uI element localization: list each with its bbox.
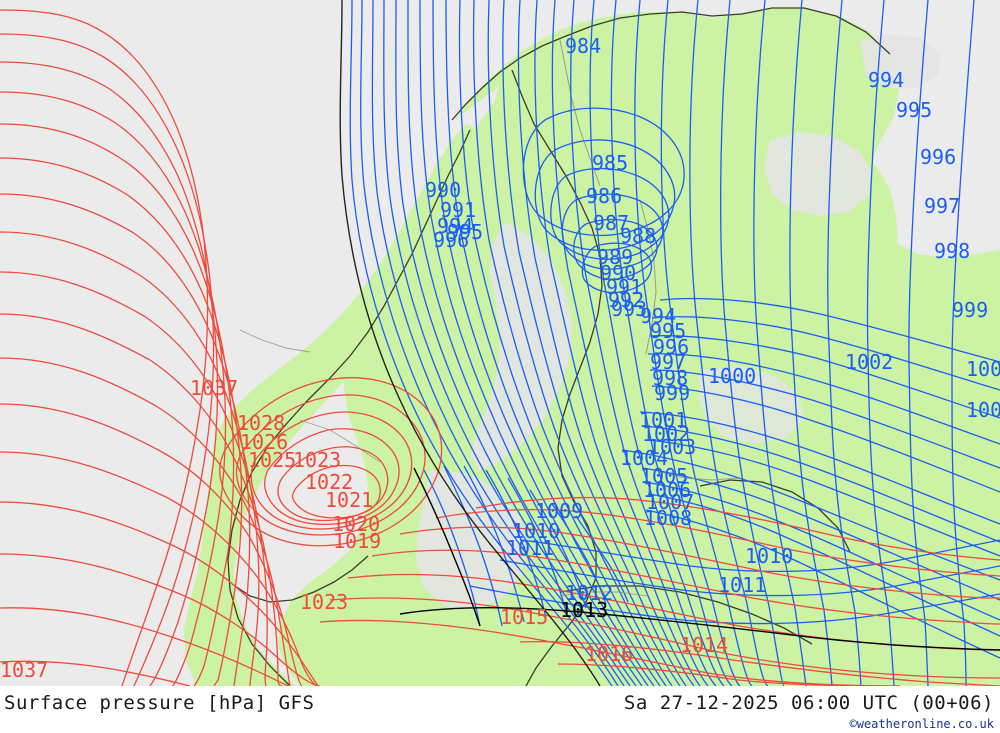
isobar-label: 1001 (966, 357, 1000, 381)
isobar-label: 996 (653, 335, 690, 359)
isobars-high (0, 9, 1000, 686)
isobar-label: 1037 (0, 658, 49, 682)
isobar-label: 1003 (648, 435, 697, 459)
isobar-label: 997 (650, 350, 687, 374)
isobar-label: 1015 (500, 605, 549, 629)
isobar-label: 991 (606, 275, 643, 299)
isobar-label: 994 (640, 304, 677, 328)
isobar-label: 994 (868, 68, 905, 92)
isobar-label: 984 (565, 34, 602, 58)
isobar-label: 1020 (332, 512, 381, 536)
isobar-label: 1001 (639, 408, 688, 432)
isobar-label: 988 (620, 224, 657, 248)
isobar-label: 1014 (680, 633, 729, 657)
isobar-label: 996 (433, 228, 470, 252)
isobar-label: 994 (437, 214, 474, 238)
isobars-low (349, 0, 1000, 686)
footer-copyright: ©weatheronline.co.uk (849, 717, 995, 731)
isobar-label: 1028 (237, 411, 286, 435)
isobar-label: 1011 (718, 573, 767, 597)
isobar-label: 999 (654, 381, 691, 405)
isobar-label: 985 (592, 151, 629, 175)
isobar-label: 999 (952, 298, 989, 322)
isobar-label: 1021 (325, 488, 374, 512)
isobar-label: 1011 (506, 536, 555, 560)
isobar-label: 993 (611, 297, 648, 321)
footer-valid-time: Sa 27-12-2025 06:00 UTC (00+06) (623, 692, 994, 714)
isobar-label: 1007 (646, 490, 695, 514)
isobar-label: 990 (600, 261, 637, 285)
isobar-label: 1005 (640, 464, 689, 488)
isobar-label: 987 (593, 211, 630, 235)
isobar-label: 997 (924, 194, 961, 218)
isobar-label: 1004 (620, 446, 669, 470)
isobar-label: 1019 (333, 529, 382, 553)
isobar-label: 1016 (585, 642, 634, 666)
map-canvas (0, 0, 1000, 686)
map-footer: Surface pressure [hPa] GFS Sa 27-12-2025… (0, 686, 1000, 733)
isobar-label: 1006 (643, 478, 692, 502)
isobar-label: 1023 (300, 590, 349, 614)
isobar-label: 1023 (293, 448, 342, 472)
isobar-label: 1009 (535, 499, 584, 523)
isobar-label: 1025 (248, 448, 297, 472)
isobar-label: 995 (447, 220, 484, 244)
isobar-label: 995 (650, 319, 687, 343)
internal-borders (239, 329, 741, 597)
isobar-label: 1012 (565, 581, 614, 605)
footer-title: Surface pressure [hPa] GFS (4, 692, 315, 714)
isobar-label: 1026 (240, 430, 289, 454)
isobar-label: 1000 (708, 364, 757, 388)
isobar-label: 986 (586, 184, 623, 208)
isobar-label: 998 (652, 366, 689, 390)
isobar-label: 1013 (560, 598, 609, 622)
isobar-label: 1000 (966, 398, 1000, 422)
isobar-label: 990 (425, 178, 462, 202)
isobar-label: 998 (934, 239, 971, 263)
isobar-label: 1002 (642, 422, 691, 446)
isobars-reference-1013 (339, 0, 1000, 686)
isobar-label: 995 (896, 98, 933, 122)
isobar-label: 992 (608, 288, 645, 312)
isobar-label: 1008 (644, 506, 693, 530)
pressure-contour-map[interactable]: 984 985 986 987 988 989 990 991 992 993 994 995 996 9… (0, 0, 1000, 686)
isobar-label: 1022 (305, 470, 354, 494)
isobar-label: 1002 (845, 350, 894, 374)
isobar-label: 989 (597, 245, 634, 269)
isobar-label: 1010 (512, 519, 561, 543)
isobar-label: 1010 (745, 544, 794, 568)
isobar-label: 996 (920, 145, 957, 169)
isobar-label: 1037 (190, 376, 239, 400)
isobar-label: 991 (440, 198, 477, 222)
